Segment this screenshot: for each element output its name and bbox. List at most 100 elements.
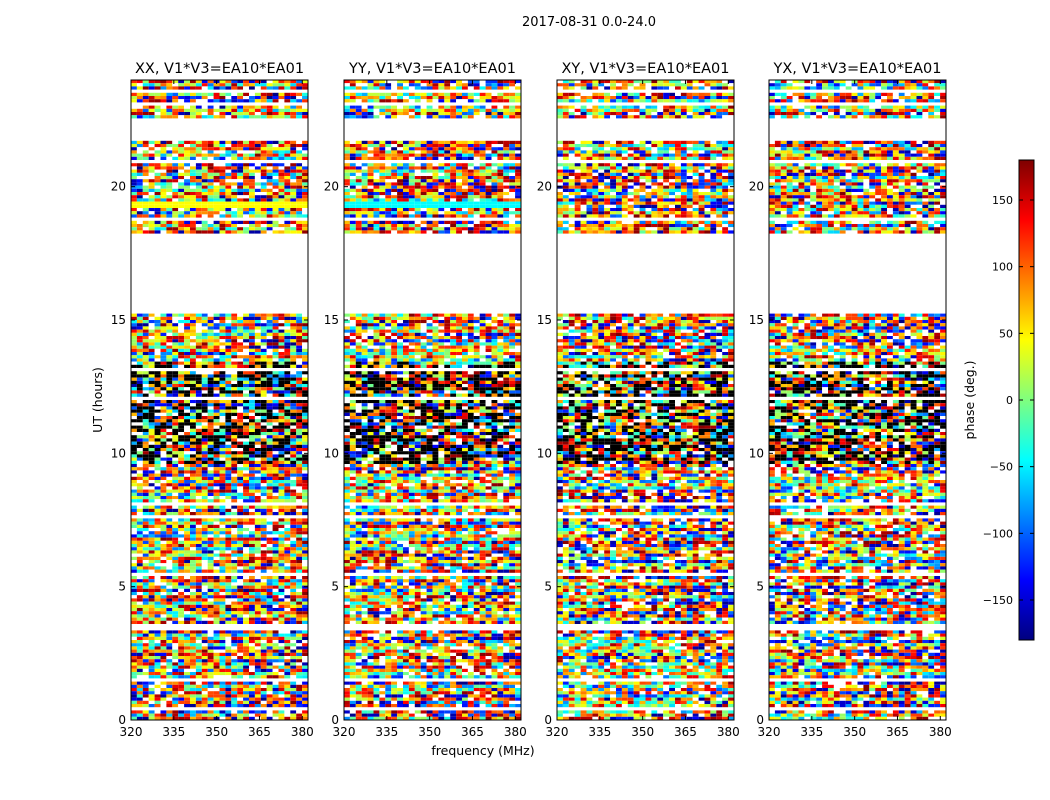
- heatmap-cell: [260, 361, 267, 365]
- heatmap-cell: [190, 499, 196, 503]
- heatmap-cell: [243, 329, 249, 333]
- heatmap-cell: [414, 80, 421, 84]
- heatmap-cell: [219, 377, 226, 381]
- heatmap-cell: [154, 630, 161, 634]
- heatmap-cell: [184, 604, 190, 608]
- heatmap-cell: [249, 668, 255, 672]
- heatmap-cell: [190, 595, 196, 599]
- heatmap-cell: [178, 163, 185, 167]
- heatmap-cell: [278, 454, 285, 458]
- heatmap-cell: [219, 604, 226, 608]
- heatmap-cell: [272, 521, 279, 525]
- heatmap-cell: [136, 460, 143, 464]
- heatmap-cell: [302, 371, 308, 375]
- heatmap-cell: [136, 358, 143, 362]
- heatmap-cell: [284, 230, 291, 234]
- heatmap-cell: [243, 716, 249, 720]
- heatmap-cell: [172, 371, 179, 375]
- heatmap-cell: [290, 140, 297, 144]
- heatmap-cell: [260, 390, 267, 394]
- heatmap-cell: [231, 323, 238, 327]
- heatmap-cell: [195, 646, 202, 650]
- heatmap-cell: [296, 585, 303, 589]
- heatmap-cell: [473, 105, 480, 109]
- heatmap-cell: [243, 576, 249, 580]
- heatmap-cell: [219, 675, 226, 679]
- heatmap-cell: [266, 182, 273, 186]
- heatmap-cell: [225, 640, 232, 644]
- heatmap-cell: [284, 496, 291, 500]
- heatmap-cell: [172, 489, 179, 493]
- heatmap-cell: [444, 80, 451, 84]
- heatmap-cell: [207, 684, 214, 688]
- heatmap-cell: [438, 115, 445, 119]
- heatmap-cell: [201, 700, 208, 704]
- heatmap-cell: [296, 409, 303, 413]
- heatmap-cell: [190, 320, 196, 324]
- heatmap-cell: [166, 387, 173, 391]
- heatmap-cell: [190, 531, 196, 535]
- heatmap-cell: [302, 688, 308, 692]
- heatmap-cell: [190, 348, 196, 352]
- heatmap-cell: [154, 166, 161, 170]
- heatmap-cell: [213, 598, 220, 602]
- heatmap-cell: [178, 153, 185, 157]
- heatmap-cell: [278, 192, 285, 196]
- heatmap-cell: [207, 473, 214, 477]
- heatmap-cell: [249, 320, 255, 324]
- heatmap-cell: [278, 96, 285, 100]
- heatmap-cell: [136, 576, 143, 580]
- heatmap-cell: [154, 582, 161, 586]
- heatmap-cell: [260, 630, 267, 634]
- heatmap-cell: [207, 592, 214, 596]
- heatmap-cell: [201, 492, 208, 496]
- heatmap-cell: [266, 512, 273, 516]
- heatmap-cell: [249, 438, 255, 442]
- heatmap-cell: [160, 220, 167, 224]
- heatmap-cell: [249, 80, 255, 84]
- heatmap-cell: [160, 550, 167, 554]
- heatmap-cell: [302, 528, 308, 532]
- heatmap-cell: [237, 441, 244, 445]
- heatmap-cell: [254, 630, 261, 634]
- heatmap-cell: [195, 400, 202, 404]
- heatmap-cell: [254, 499, 261, 503]
- heatmap-cell: [190, 371, 196, 375]
- heatmap-cell: [154, 592, 161, 596]
- heatmap-cell: [201, 342, 208, 346]
- heatmap-cell: [249, 710, 255, 714]
- heatmap-cell: [515, 115, 521, 119]
- heatmap-cell: [237, 192, 244, 196]
- heatmap-cell: [190, 339, 196, 343]
- heatmap-cell: [178, 585, 185, 589]
- heatmap-cell: [296, 601, 303, 605]
- heatmap-cell: [231, 182, 238, 186]
- heatmap-cell: [160, 211, 167, 215]
- heatmap-cell: [148, 371, 155, 375]
- heatmap-cell: [219, 153, 226, 157]
- heatmap-cell: [207, 656, 214, 660]
- heatmap-cell: [142, 473, 149, 477]
- heatmap-cell: [172, 400, 179, 404]
- heatmap-cell: [302, 668, 308, 672]
- heatmap-cell: [195, 316, 202, 320]
- heatmap-cell: [172, 86, 179, 90]
- heatmap-cell: [154, 444, 161, 448]
- heatmap-cell: [184, 480, 190, 484]
- heatmap-cell: [302, 80, 308, 84]
- heatmap-cell: [284, 700, 291, 704]
- heatmap-cell: [296, 665, 303, 669]
- heatmap-cell: [136, 544, 143, 548]
- heatmap-cell: [231, 716, 238, 720]
- heatmap-cell: [231, 665, 238, 669]
- heatmap-cell: [266, 355, 273, 359]
- heatmap-cell: [243, 144, 249, 148]
- heatmap-cell: [219, 336, 226, 340]
- heatmap-cell: [142, 416, 149, 420]
- heatmap-cell: [136, 665, 143, 669]
- heatmap-cell: [178, 553, 185, 557]
- heatmap-cell: [225, 339, 232, 343]
- heatmap-cell: [260, 512, 267, 516]
- heatmap-cell: [166, 713, 173, 717]
- heatmap-cell: [213, 153, 220, 157]
